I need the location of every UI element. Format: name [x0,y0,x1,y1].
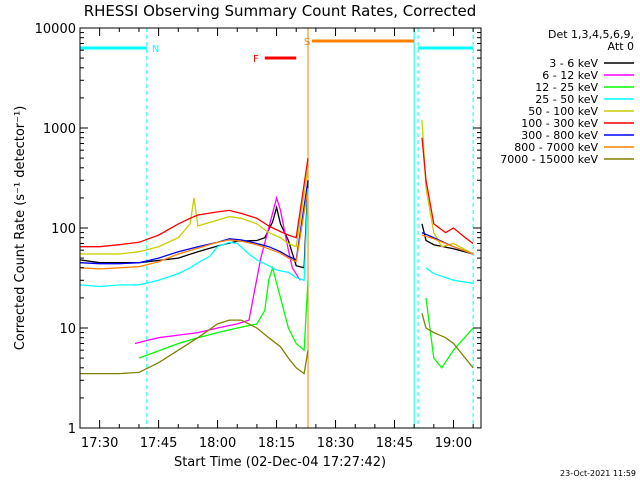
series-800-to-7000keV [79,188,474,270]
series-12-to-25keV [138,265,474,369]
series-line [79,188,309,288]
legend-entry-label: 800 - 7000 keV [514,141,598,154]
x-tick-label: 18:00 [199,436,236,451]
footer-date: 23-Oct-2021 11:59 [560,469,636,478]
x-tick-label: 19:00 [435,436,472,451]
y-tick-label: 100 [51,222,76,237]
legend-entry-label: 50 - 100 keV [528,105,598,118]
x-tick-label: 18:45 [376,436,413,451]
legend-entry-label: 7000 - 15000 keV [500,153,598,166]
series-line [80,319,309,375]
series-line [134,195,301,345]
x-tick-label: 18:30 [317,436,354,451]
legend-title: Det 1,3,4,5,6,9, [548,28,634,41]
legend-entry-label: 6 - 12 keV [542,69,598,82]
plot-frame [79,27,482,429]
series-line [421,234,474,255]
state-label-s: S [304,37,310,48]
series-line [79,180,309,269]
legend-entry-label: 3 - 6 keV [549,57,598,70]
series-line [138,265,309,359]
y-tick-label: 1000 [43,122,76,137]
series-line [425,267,474,284]
legend-entry-label: 100 - 300 keV [521,117,598,130]
series-6-to-12keV [134,195,301,345]
series-line [80,158,309,248]
series-line [421,223,474,255]
legend-title: Att 0 [608,40,634,53]
legend-entry-label: 12 - 25 keV [535,81,598,94]
y-tick-label: 10000 [35,22,76,37]
series-line [421,120,474,255]
y-tick-label: 10 [59,322,76,337]
state-label-n: N [152,44,159,55]
y-tick-label: 1 [68,422,76,437]
series-25-to-50keV [79,188,474,288]
series-3-to-6keV [79,180,474,269]
x-tick-label: 18:15 [258,436,295,451]
series-line [80,167,309,255]
plot-background [79,28,474,428]
state-label-f: F [253,54,259,65]
series-7000-to-15000keV [80,313,474,375]
y-axis-label: Corrected Count Rate (s⁻¹ detector⁻¹) [13,106,28,351]
axes: 1 10 100 1000 10000 17:30 17:45 18:00 18:15 18:30… [35,22,481,451]
x-axis-label: Start Time (02-Dec-04 17:27:42) [174,455,386,470]
x-tick-label: 17:45 [140,436,177,451]
series-lines [79,120,474,375]
series-line [421,313,474,369]
series-100-to-300keV [80,137,474,248]
chart-title: RHESSI Observing Summary Count Rates, Co… [84,2,477,20]
legend-entry-label: 300 - 800 keV [521,129,598,142]
series-line [79,188,309,270]
legend-entry-label: 25 - 50 keV [535,93,598,106]
series-line [421,137,474,245]
x-tick-label: 17:30 [81,436,118,451]
state-bars: N F S [80,37,474,65]
series-line [425,297,474,369]
